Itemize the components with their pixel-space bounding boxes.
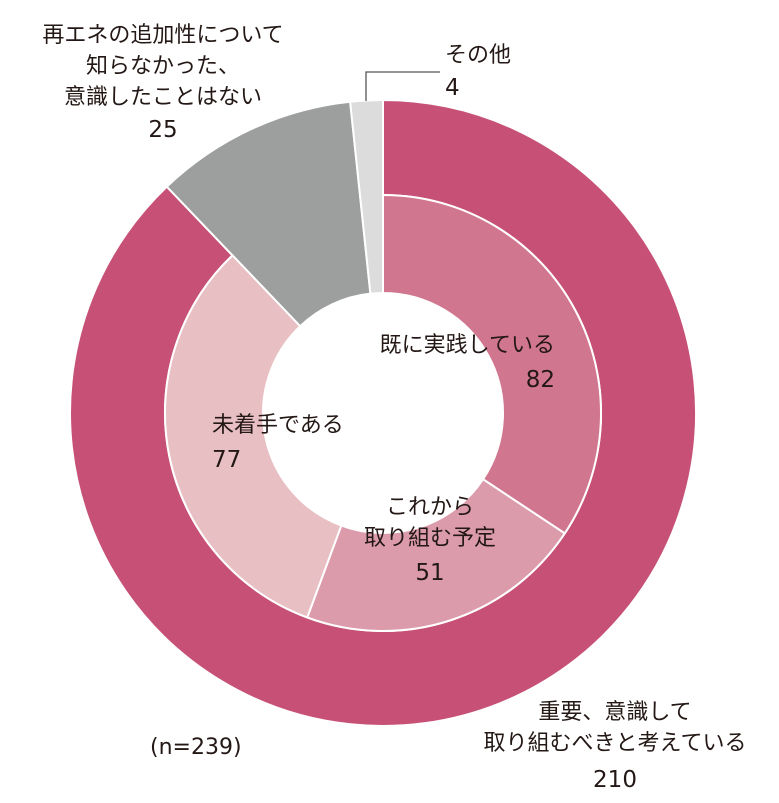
inner-label-planning: これから 取り組む予定 51 — [363, 495, 496, 586]
outer-label-unaware: 再エネの追加性について 知らなかった、 意識したことはない 25 — [42, 23, 284, 143]
outer-label-other: その他 4 — [445, 43, 512, 101]
inner-label-practicing: 既に実践している 82 — [379, 333, 555, 393]
other-leader-line — [365, 71, 440, 101]
inner-slice-0 — [382, 193, 602, 535]
outer-label-important: 重要、意識して 取り組むべきと考えている 210 — [483, 700, 747, 793]
outer-slice-1 — [165, 100, 372, 328]
inner-slice-1 — [305, 477, 567, 632]
inner-label-not-started: 未着手である 77 — [212, 413, 344, 473]
sample-size-note: (n=239) — [150, 735, 242, 760]
inner-slice-2 — [164, 253, 343, 619]
